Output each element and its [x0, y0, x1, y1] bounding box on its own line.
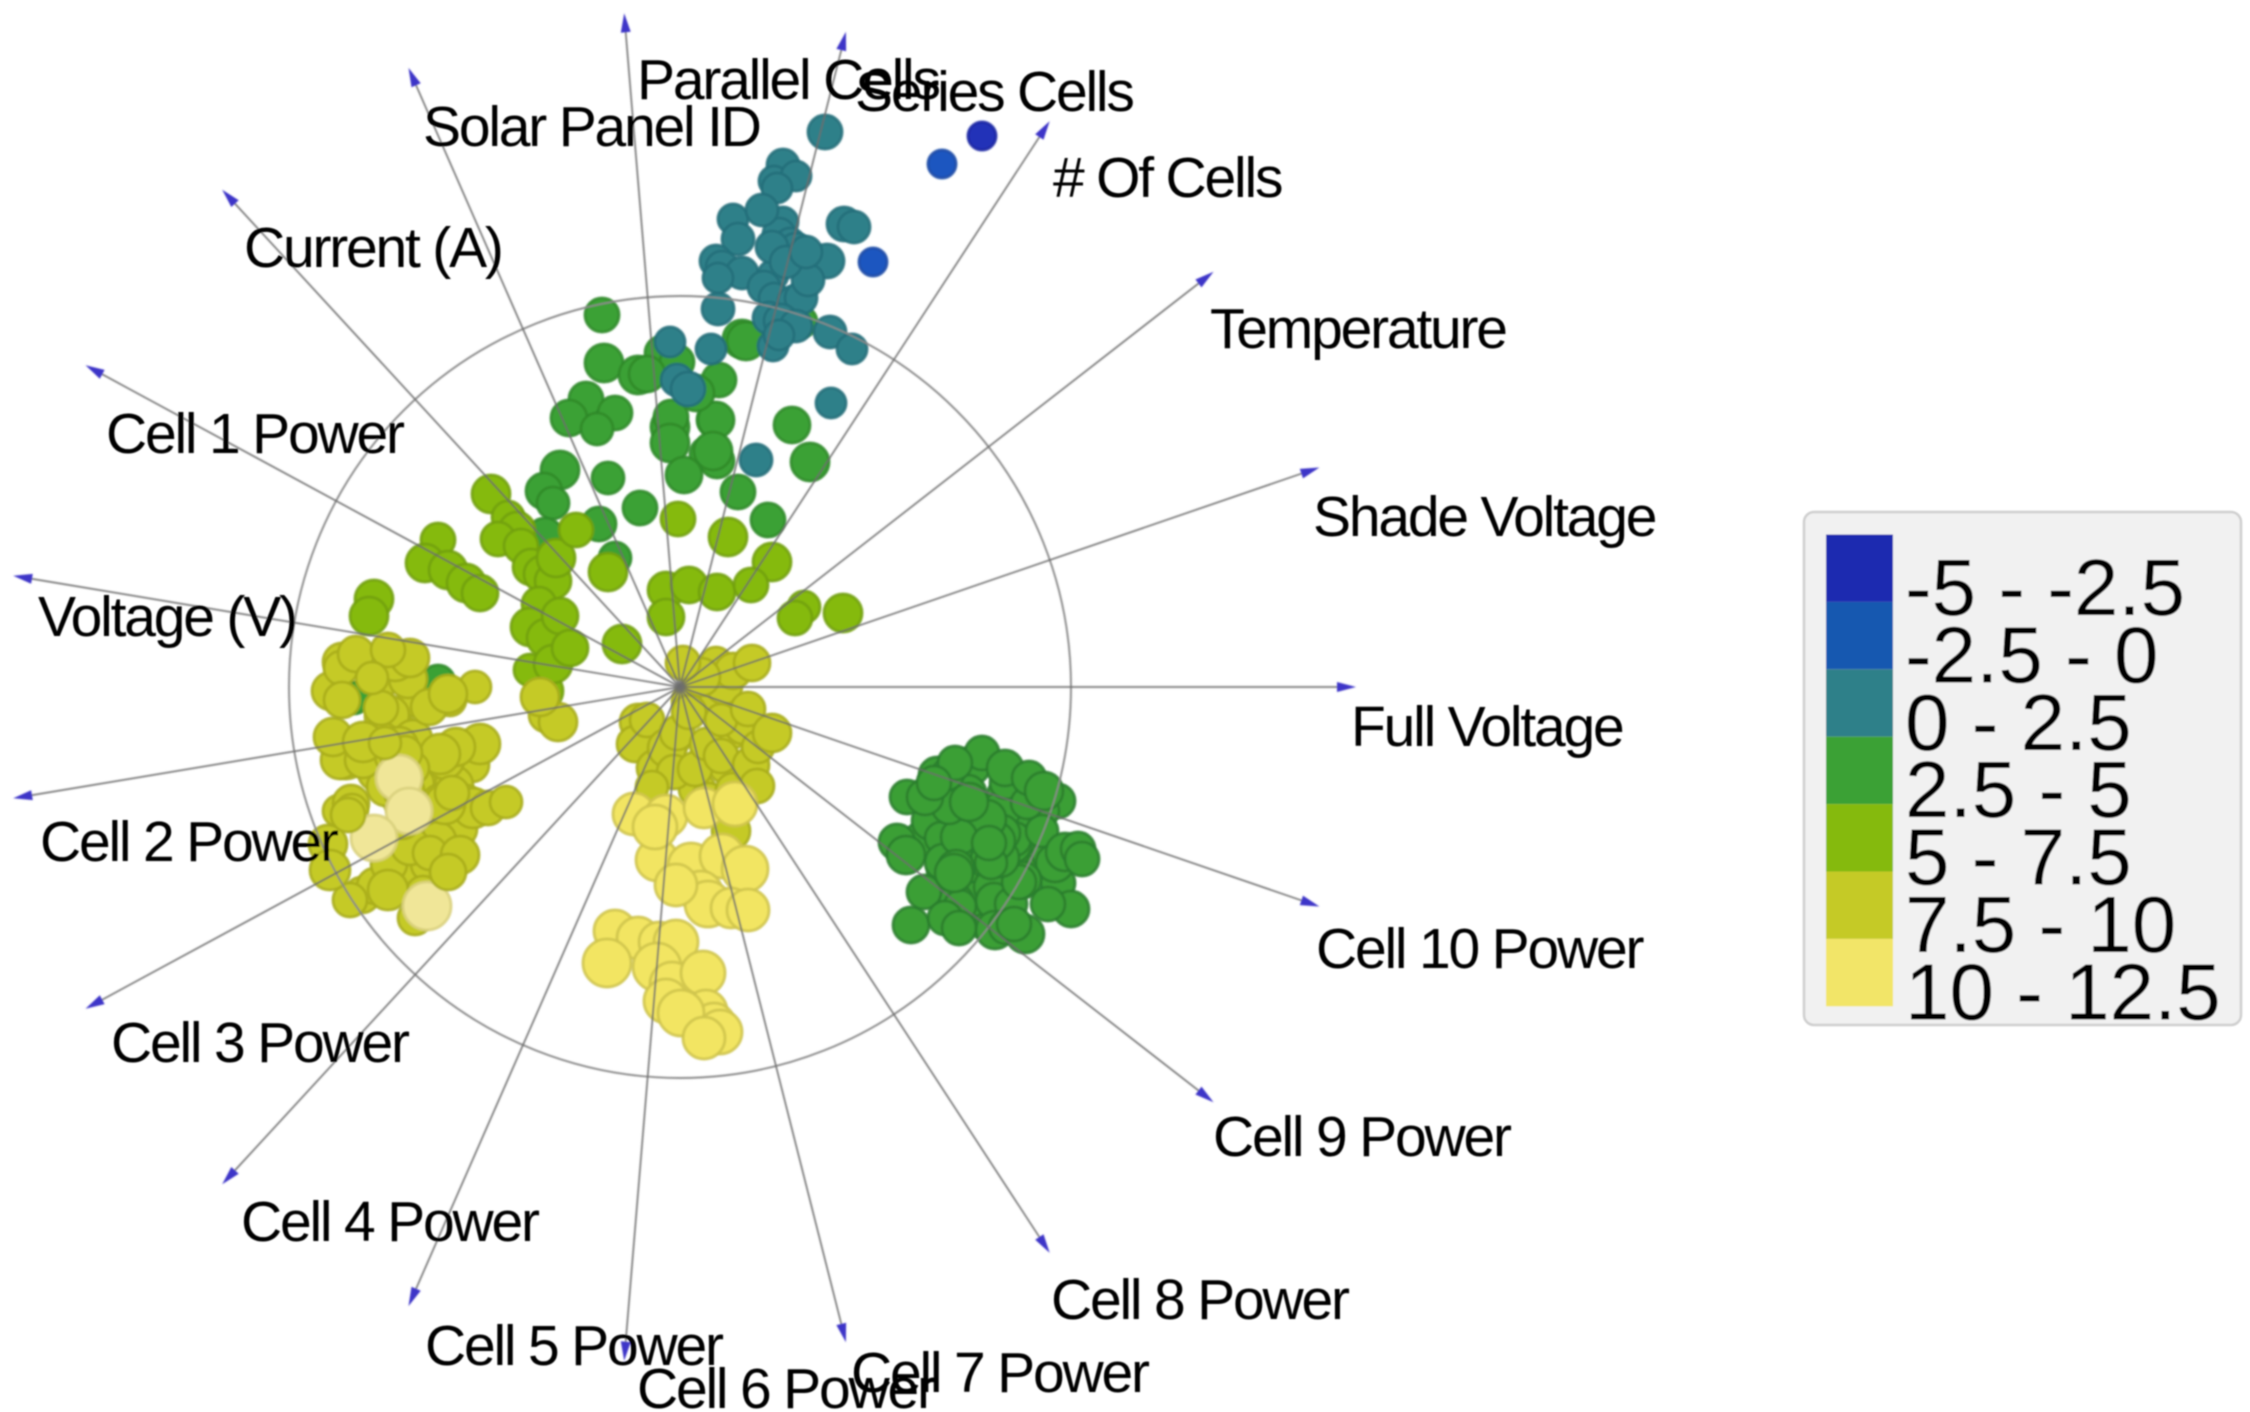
svg-text:Current (A): Current (A)	[244, 216, 502, 280]
svg-text:Cell 2 Power: Cell 2 Power	[40, 810, 339, 874]
svg-text:Cell 8 Power: Cell 8 Power	[1051, 1268, 1350, 1332]
svg-text:Cell 3 Power: Cell 3 Power	[111, 1011, 410, 1075]
svg-text:Shade Voltage: Shade Voltage	[1313, 485, 1656, 549]
svg-text:Full Voltage: Full Voltage	[1351, 695, 1623, 759]
svg-text:Cell 10 Power: Cell 10 Power	[1316, 917, 1644, 981]
svg-text:Series Cells: Series Cells	[855, 60, 1133, 124]
svg-text:# Of Cells: # Of Cells	[1053, 146, 1282, 210]
svg-text:-2.5 - 0: -2.5 - 0	[1905, 610, 2158, 699]
svg-text:Cell 1 Power: Cell 1 Power	[106, 402, 405, 466]
svg-text:Cell 6 Power: Cell 6 Power	[637, 1357, 936, 1412]
svg-text:Cell 9 Power: Cell 9 Power	[1213, 1105, 1512, 1169]
svg-text:10 - 12.5: 10 - 12.5	[1905, 947, 2221, 1036]
svg-text:Cell 4 Power: Cell 4 Power	[241, 1190, 540, 1254]
svg-text:Cell 5 Power: Cell 5 Power	[425, 1314, 724, 1378]
svg-text:Parallel Cells: Parallel Cells	[637, 48, 940, 112]
svg-text:5 - 7.5: 5 - 7.5	[1905, 813, 2132, 902]
svg-text:Cell 7 Power: Cell 7 Power	[851, 1341, 1150, 1405]
svg-text:Voltage (V): Voltage (V)	[38, 585, 296, 649]
svg-text:Temperature: Temperature	[1210, 297, 1506, 361]
svg-text:7.5 - 10: 7.5 - 10	[1905, 880, 2176, 969]
svg-text:2.5 - 5: 2.5 - 5	[1905, 745, 2132, 834]
svg-text:-5 - -2.5: -5 - -2.5	[1905, 543, 2185, 632]
svg-text:Solar Panel ID: Solar Panel ID	[423, 95, 760, 159]
svg-text:0 - 2.5: 0 - 2.5	[1905, 678, 2132, 767]
